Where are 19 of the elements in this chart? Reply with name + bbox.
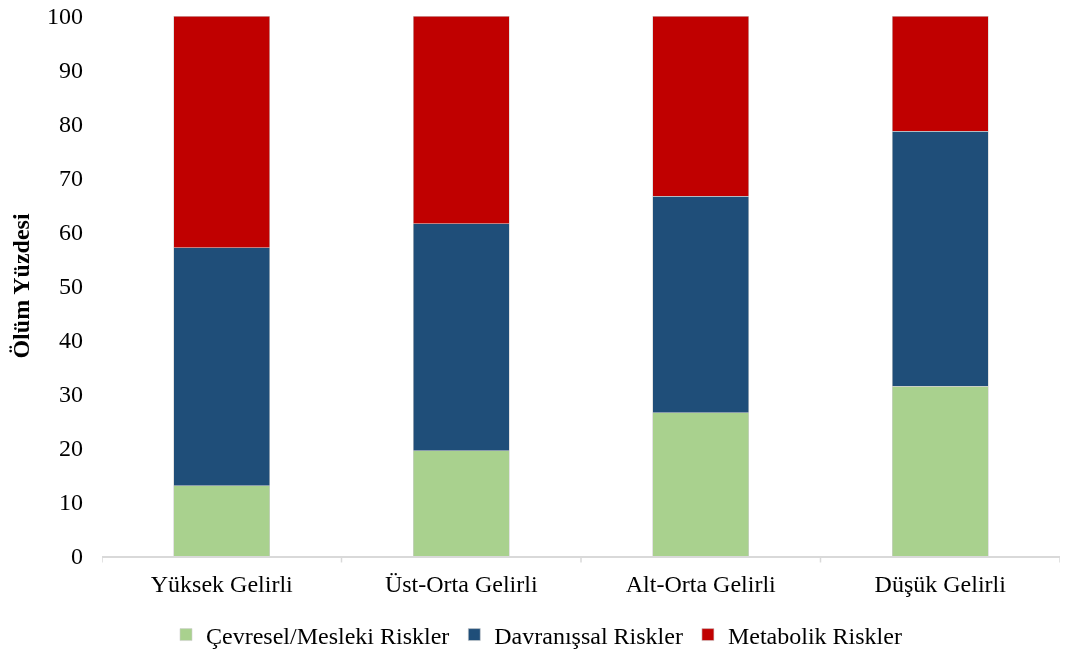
legend-label: Metabolik Riskler bbox=[727, 622, 902, 649]
y-tick-label: 0 bbox=[71, 543, 83, 570]
legend-label: Çevresel/Mesleki Riskler bbox=[206, 622, 450, 649]
x-tick-label: Düşük Gelirli bbox=[874, 570, 1007, 597]
x-tick-label: Üst-Orta Gelirli bbox=[384, 570, 538, 597]
y-tick-label: 100 bbox=[47, 3, 83, 30]
legend-label: Davranışsal Riskler bbox=[494, 622, 683, 649]
y-tick-label: 40 bbox=[59, 327, 83, 354]
y-tick-label: 90 bbox=[59, 57, 83, 84]
y-tick-label: 80 bbox=[59, 111, 83, 138]
x-tick-label: Alt-Orta Gelirli bbox=[625, 570, 777, 597]
x-tick-label: Yüksek Gelirli bbox=[150, 570, 294, 597]
y-tick-label: 20 bbox=[59, 435, 83, 462]
y-tick-label: 10 bbox=[59, 489, 83, 516]
y-tick-label: 50 bbox=[59, 273, 83, 300]
y-tick-label: 70 bbox=[59, 165, 83, 192]
y-tick-label: 30 bbox=[59, 381, 83, 408]
y-tick-label: 60 bbox=[59, 219, 83, 246]
y-axis-title: Ölüm Yüzdesi bbox=[8, 213, 35, 359]
